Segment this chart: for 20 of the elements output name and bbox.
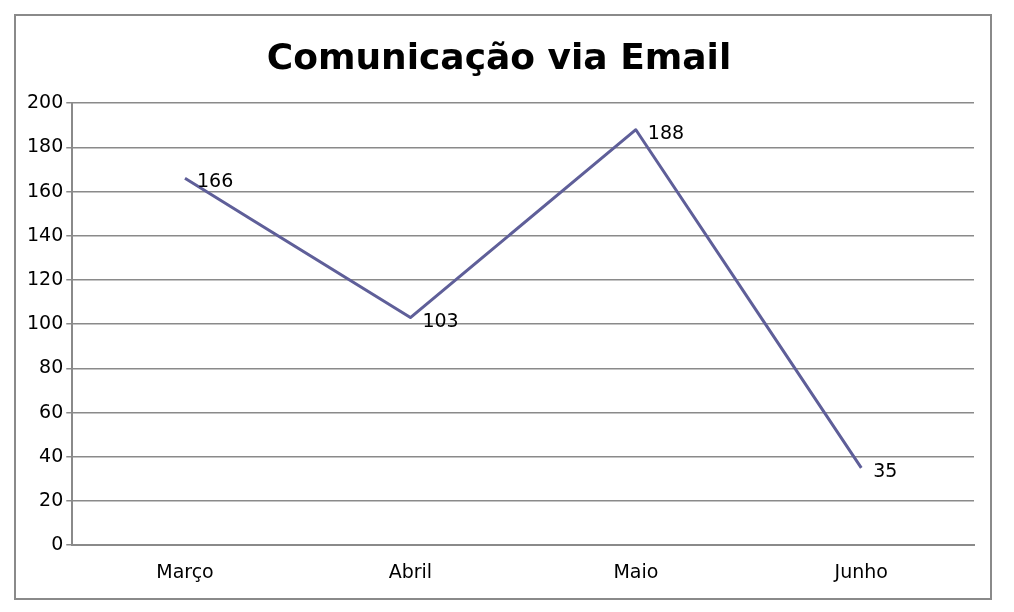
y-tick-label: 160 xyxy=(27,178,64,201)
x-tick-label: Abril xyxy=(388,559,433,582)
chart-title: Comunicação via Email xyxy=(266,35,732,77)
y-tick-label: 0 xyxy=(51,532,64,555)
data-label: 103 xyxy=(422,308,459,331)
y-tick-label: 20 xyxy=(39,487,64,510)
y-tick-label: 180 xyxy=(27,134,64,157)
y-tick-label: 120 xyxy=(27,266,64,289)
x-tick-label: Maio xyxy=(613,559,659,582)
data-label: 166 xyxy=(196,169,234,192)
data-label: 35 xyxy=(873,458,898,481)
y-tick-label: 60 xyxy=(39,399,64,422)
y-tick-label: 80 xyxy=(39,355,64,378)
y-tick-label: 100 xyxy=(27,311,64,334)
y-tick-label: 40 xyxy=(39,443,64,466)
data-label: 188 xyxy=(647,120,685,143)
y-tick-label: 200 xyxy=(27,90,64,113)
x-tick-label: Março xyxy=(156,559,214,582)
y-tick-label: 140 xyxy=(27,222,64,245)
x-tick-label: Junho xyxy=(833,559,888,582)
